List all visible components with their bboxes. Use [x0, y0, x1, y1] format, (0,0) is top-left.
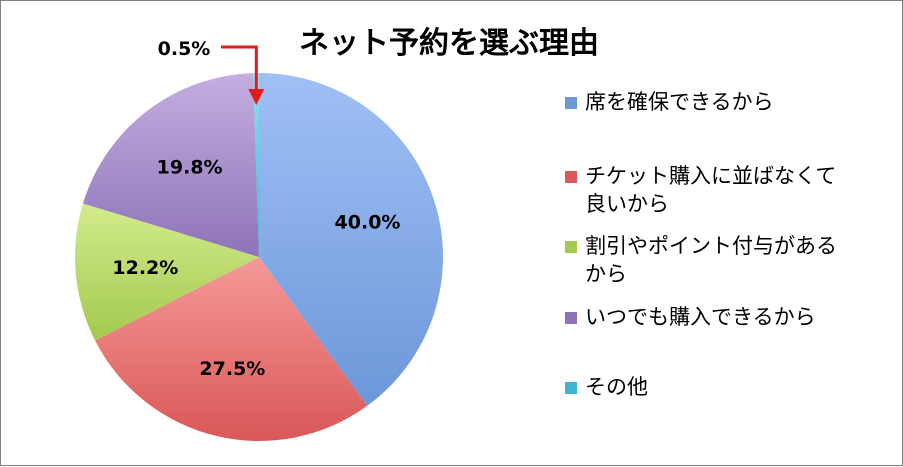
data-label-slice-3: 12.2% — [112, 257, 178, 279]
legend-swatch-slice-4 — [565, 312, 577, 324]
data-label-slice-5: 0.5% — [158, 38, 211, 60]
legend-label-slice-3: 割引やポイント付与があるから — [585, 234, 837, 286]
pie-slice-5 — [253, 73, 259, 257]
data-label-slice-4: 19.8% — [157, 156, 223, 178]
legend-label-slice-2: チケット購入に並ばなくて良いから — [585, 164, 836, 216]
legend-label-slice-4: いつでも購入できるから — [585, 305, 816, 329]
data-label-slice-2: 27.5% — [199, 358, 265, 380]
pie-slice-3 — [75, 203, 259, 341]
legend-label-slice-1: 席を確保できるから — [585, 90, 774, 114]
callout-arrow-head — [248, 89, 265, 106]
pie-slice-1 — [259, 73, 443, 406]
legend-swatch-slice-5 — [565, 382, 577, 394]
legend-swatch-slice-2 — [565, 171, 577, 183]
chart-title: ネット予約を選ぶ理由 — [299, 26, 599, 61]
data-label-slice-1: 40.0% — [335, 212, 401, 234]
legend-swatch-slice-1 — [565, 97, 577, 109]
pie-slice-4 — [82, 73, 259, 257]
legend-swatch-slice-3 — [565, 241, 577, 253]
legend-label-slice-5: その他 — [585, 375, 648, 399]
pie-slice-2 — [95, 257, 368, 441]
callout-arrow-line — [221, 45, 258, 92]
